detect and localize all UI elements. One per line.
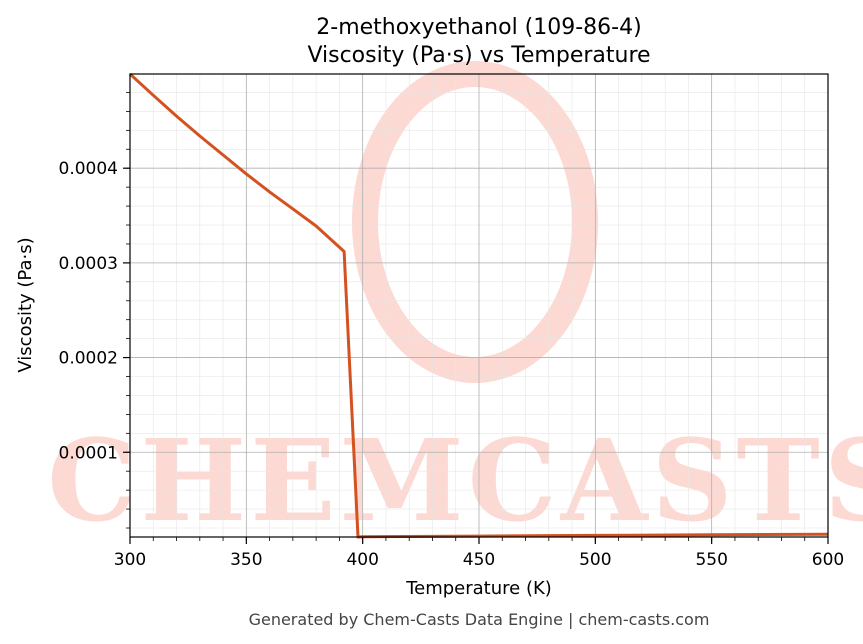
watermark: CHEMCASTS [47,61,863,547]
watermark-logo-ring [352,61,598,383]
chart-title: 2-methoxyethanol (109-86-4) [316,15,641,40]
series-line-viscosity [128,72,829,539]
x-tick-label: 400 [346,550,378,570]
x-tick-label: 300 [114,550,146,570]
footer-credit: Generated by Chem-Casts Data Engine | ch… [249,610,710,629]
chart-subtitle: Viscosity (Pa·s) vs Temperature [307,43,650,68]
y-tick-label: 0.0002 [59,349,118,369]
x-tick-label: 350 [230,550,262,570]
y-axis-ticks: 0.0001 0.0002 0.0003 0.0004 [59,92,130,529]
x-axis-ticks: 300 350 400 450 500 550 600 [114,537,844,570]
x-tick-label: 450 [463,550,495,570]
x-tick-label: 550 [695,550,727,570]
y-axis-label: Viscosity (Pa·s) [15,237,36,372]
x-tick-label: 600 [812,550,844,570]
series-layer [128,72,829,539]
x-tick-label: 500 [579,550,611,570]
watermark-text: CHEMCASTS [47,416,863,547]
y-tick-label: 0.0004 [59,159,118,179]
x-axis-label: Temperature (K) [405,578,552,599]
y-tick-label: 0.0001 [59,443,118,463]
y-tick-label: 0.0003 [59,254,118,274]
